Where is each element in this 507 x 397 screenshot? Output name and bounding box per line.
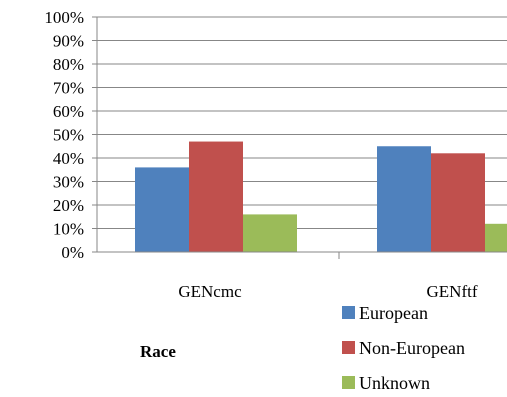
y-tick-label: 90% [53,32,84,51]
y-tick-label: 40% [53,149,84,168]
y-tick-label: 80% [53,55,84,74]
legend-swatch [342,376,355,389]
legend-label: Unknown [359,373,430,393]
category-label: GENcmc [178,282,242,301]
x-axis-title: Race [140,342,176,361]
x-axis-category-labels: GENcmc GENftf [178,282,477,301]
y-tick-label: 50% [53,126,84,145]
y-tick-label: 30% [53,173,84,192]
y-tick-label: 10% [53,220,84,239]
legend: European Non-European Unknown [342,303,465,393]
bars [135,141,507,252]
axes [92,16,507,259]
legend-swatch [342,306,355,319]
y-tick-label: 20% [53,196,84,215]
legend-label: European [359,303,428,323]
y-tick-label: 70% [53,79,84,98]
bar-unknown-gencmc [243,214,297,252]
bar-non-european-genftf [431,153,485,252]
y-tick-label: 100% [44,8,84,27]
y-tick-label: 0% [61,243,84,262]
bar-european-gencmc [135,167,189,252]
legend-swatch [342,341,355,354]
bar-european-genftf [377,146,431,252]
y-axis-tick-labels: 0% 10% 20% 30% 40% 50% 60% 70% 80% 90% 100% [44,8,84,262]
legend-label: Non-European [359,338,465,358]
category-label: GENftf [427,282,478,301]
bar-unknown-genftf [485,223,507,252]
bar-non-european-gencmc [189,141,243,252]
y-tick-label: 60% [53,102,84,121]
